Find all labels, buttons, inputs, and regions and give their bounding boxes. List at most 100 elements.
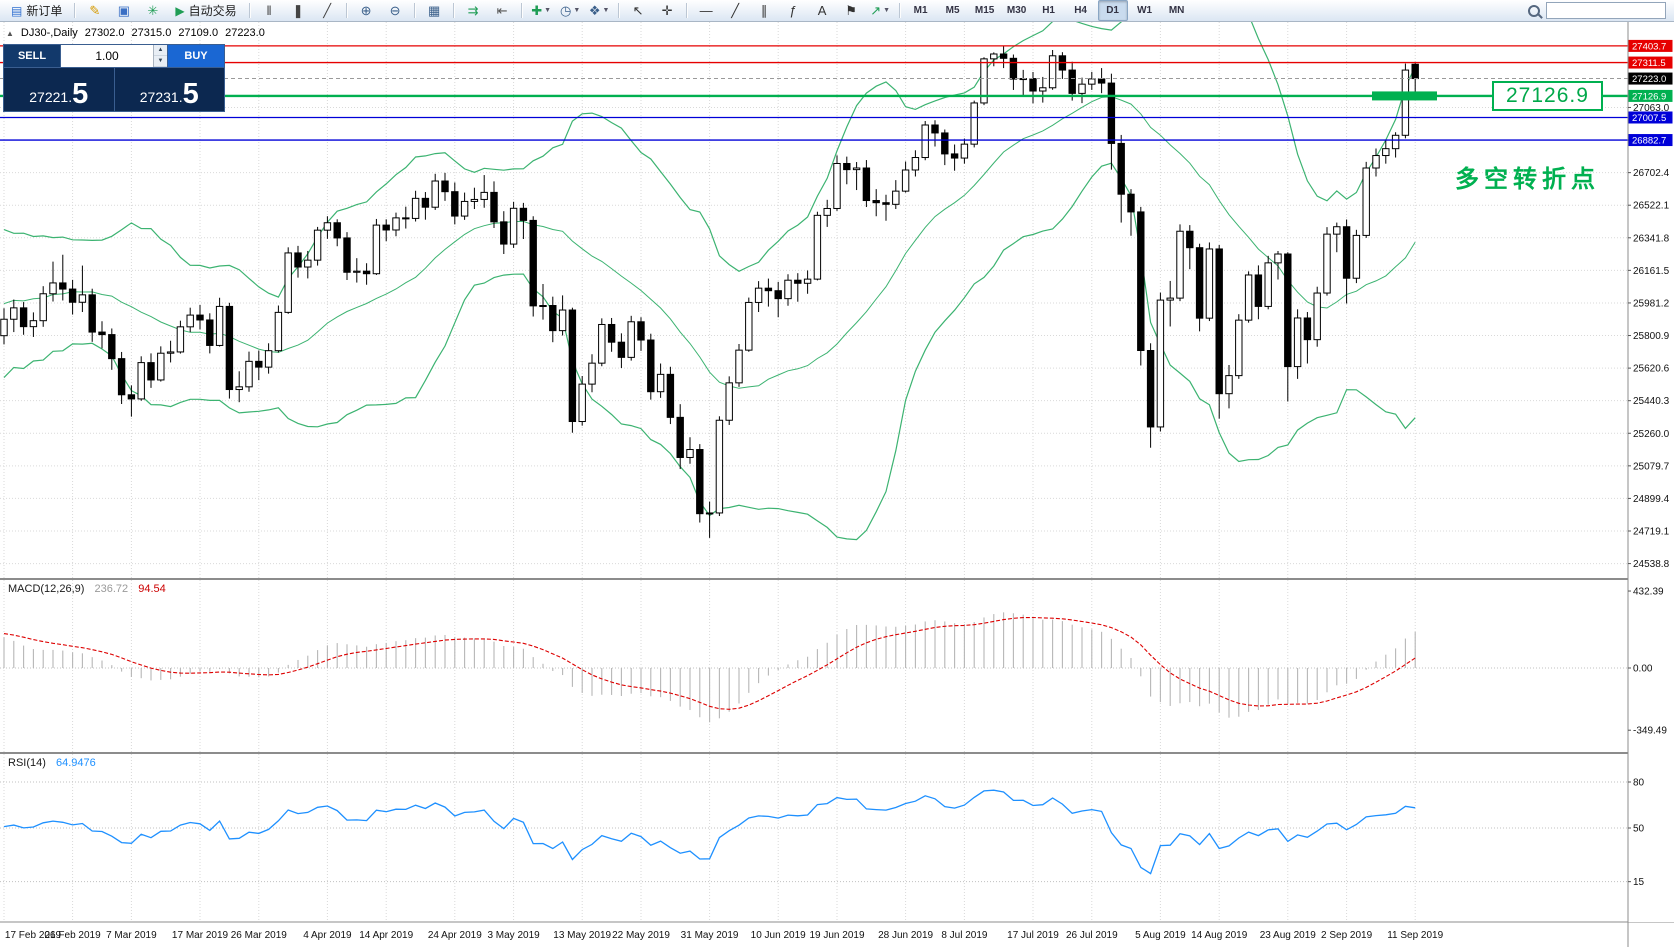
candle-body: [29, 320, 38, 328]
bar-chart-icon[interactable]: ‖: [256, 0, 283, 21]
date-tick-label: 4 Apr 2019: [303, 930, 352, 941]
text-tool-icon: A: [817, 3, 827, 18]
candle-body: [382, 224, 390, 231]
candle-body: [1137, 211, 1145, 352]
chart-shift-icon[interactable]: ⇤: [489, 0, 516, 21]
line-chart-icon[interactable]: ╱: [314, 0, 341, 21]
tf-mn[interactable]: MN: [1162, 0, 1192, 21]
candle-body: [1088, 78, 1096, 85]
sell-price[interactable]: 27221. 5: [4, 68, 115, 111]
volume-value[interactable]: 1.00: [95, 49, 119, 63]
axis-tick-label: 24899.4: [1633, 494, 1670, 505]
tf-m15[interactable]: M15: [970, 0, 1000, 21]
candle-body: [402, 217, 410, 220]
candle-body: [274, 311, 283, 352]
cursor-icon[interactable]: ↖: [625, 0, 652, 21]
candle-body: [206, 319, 214, 346]
new-order-button[interactable]: ▤ 新订单: [4, 0, 69, 21]
tf-d1-label: D1: [1106, 5, 1119, 16]
axis-price-label-box: [1628, 39, 1673, 52]
autotrading-button[interactable]: ▶ 自动交易: [168, 0, 243, 21]
candlestick-icon[interactable]: ❚: [285, 0, 312, 21]
tf-w1[interactable]: W1: [1130, 0, 1160, 21]
candle-body: [441, 180, 449, 193]
candle-body: [88, 294, 96, 333]
candle-body: [1362, 167, 1370, 236]
date-tick-label: 3 May 2019: [487, 930, 540, 941]
arrows-tool-icon[interactable]: ↗ ▼: [867, 0, 894, 21]
templates-icon[interactable]: ❖ ▼: [586, 0, 613, 21]
buy-button[interactable]: BUY: [168, 45, 224, 67]
pane-separator[interactable]: [0, 752, 1674, 754]
volume-up-icon[interactable]: ▲: [154, 45, 167, 56]
date-tick-label: 22 May 2019: [612, 930, 670, 941]
tf-m30[interactable]: M30: [1002, 0, 1032, 21]
date-tick-label: 26 Jul 2019: [1066, 930, 1118, 941]
text-tool-icon[interactable]: A: [809, 0, 836, 21]
tf-d1[interactable]: D1: [1097, 0, 1128, 21]
axis-price-label: 27311.5: [1632, 58, 1666, 69]
auto-scroll-icon[interactable]: ⇉: [460, 0, 487, 21]
candle-body: [245, 360, 253, 388]
search-input[interactable]: [1546, 2, 1666, 19]
axis-tick-label: 0.00: [1633, 664, 1653, 675]
tf-mn-label: MN: [1168, 5, 1185, 16]
candle-body: [705, 512, 714, 515]
date-tick-label: 17 Jul 2019: [1007, 930, 1059, 941]
periods-icon[interactable]: ◷ ▼: [557, 0, 584, 21]
axis-price-label: 27007.5: [1632, 113, 1666, 124]
pane-separator[interactable]: [0, 578, 1674, 580]
tf-m1[interactable]: M1: [906, 0, 936, 21]
candle-body: [264, 350, 273, 368]
crosshair-icon: ✛: [661, 2, 673, 18]
volume-input[interactable]: 1.00 ▲ ▼: [60, 45, 168, 67]
date-tick-label: 14 Aug 2019: [1191, 930, 1248, 941]
candle-body: [1127, 193, 1135, 213]
tf-m30-label: M30: [1006, 5, 1027, 16]
sell-price-small: 27221.: [29, 89, 73, 105]
zoom-out-icon[interactable]: ⊖: [382, 0, 409, 21]
trendline-tool-icon[interactable]: ╱: [722, 0, 749, 21]
market-watch-icon[interactable]: ▣: [110, 0, 137, 21]
strategy-tester-icon[interactable]: ✳: [139, 0, 166, 21]
volume-down-icon[interactable]: ▼: [154, 56, 167, 67]
hline-tool-icon[interactable]: —: [693, 0, 720, 21]
tile-windows-icon[interactable]: ▦: [421, 0, 448, 21]
metaeditor-icon[interactable]: ✎: [81, 0, 108, 21]
market-watch-icon: ▣: [117, 2, 130, 18]
candle-body: [1342, 226, 1351, 279]
tf-m1-label: M1: [913, 5, 928, 16]
candle-body: [362, 270, 371, 275]
toolbar-separator: [898, 3, 901, 18]
sell-button[interactable]: SELL: [4, 45, 60, 67]
axis-tick-label: 80: [1633, 778, 1645, 789]
buy-price[interactable]: 27231. 5: [115, 68, 225, 111]
macd-pane: [3, 612, 1416, 723]
tf-h4[interactable]: H4: [1066, 0, 1096, 21]
panel-collapse-icon[interactable]: ▲: [6, 28, 14, 38]
label-tool-icon[interactable]: ⚑: [838, 0, 865, 21]
candle-body: [960, 143, 969, 159]
fibonacci-tool-icon[interactable]: ƒ: [780, 0, 807, 21]
pivot-price-callout[interactable]: 27126.9: [1492, 81, 1603, 111]
candle-body: [911, 157, 920, 171]
candle-body: [1411, 63, 1419, 80]
candle-body: [656, 373, 665, 393]
candle-body: [529, 219, 537, 307]
candle-body: [421, 197, 430, 208]
candle-body: [901, 169, 910, 192]
date-tick-label: 28 Jun 2019: [878, 930, 933, 941]
horizontal-level-lines[interactable]: [0, 45, 1628, 141]
axis-tick-label: 25800.9: [1633, 331, 1670, 342]
tf-m5[interactable]: M5: [938, 0, 968, 21]
crosshair-icon[interactable]: ✛: [654, 0, 681, 21]
toolbar-separator: [520, 3, 523, 18]
candle-body: [1391, 134, 1400, 150]
zoom-in-icon[interactable]: ⊕: [353, 0, 380, 21]
tf-h1[interactable]: H1: [1034, 0, 1064, 21]
channel-tool-icon[interactable]: ∥: [751, 0, 778, 21]
indicators-icon[interactable]: ✚ ▼: [528, 0, 555, 21]
macd-name: MACD(12,26,9): [8, 583, 85, 595]
